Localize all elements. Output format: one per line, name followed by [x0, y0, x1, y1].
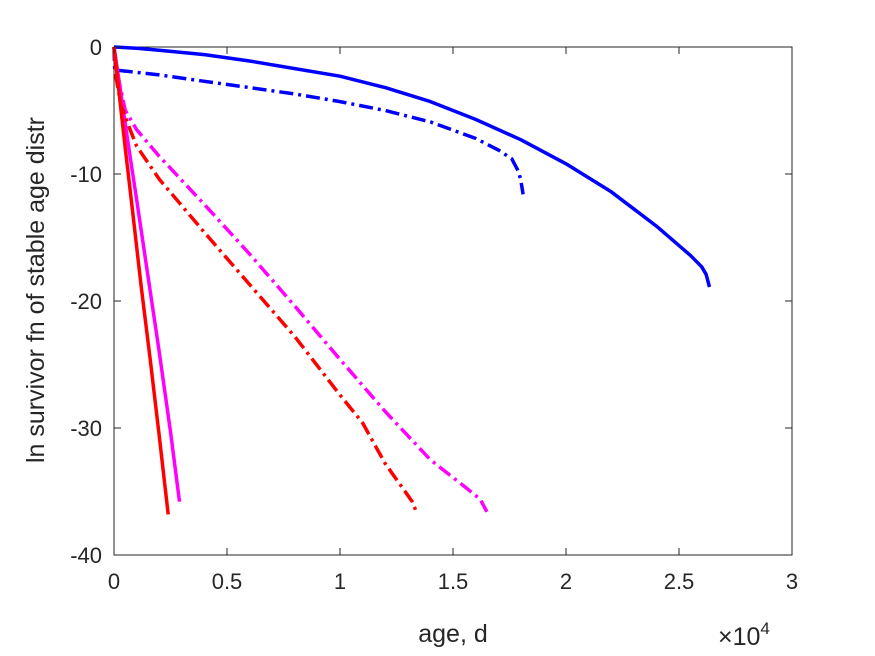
x-tick-label: 3	[786, 569, 798, 594]
y-tick-label: 0	[90, 35, 102, 60]
x-axis-exponent-base: ×10	[718, 623, 760, 651]
x-axis-exponent-power: 4	[760, 619, 769, 638]
plot-box	[114, 47, 792, 555]
y-axis-label: ln survivor fn of stable age distr	[22, 117, 50, 463]
x-tick-label: 2.5	[664, 569, 695, 594]
x-tick-label: 0.5	[212, 569, 243, 594]
y-tick-label: -40	[70, 543, 102, 568]
x-axis-label: age, d	[418, 620, 488, 648]
y-tick-label: -20	[70, 289, 102, 314]
x-tick-label: 1.5	[438, 569, 469, 594]
plot-area	[114, 47, 792, 555]
y-tick-label: -30	[70, 416, 102, 441]
y-tick-label: -10	[70, 162, 102, 187]
x-tick-label: 0	[108, 569, 120, 594]
x-tick-label: 1	[334, 569, 346, 594]
x-axis-exponent: ×104	[718, 619, 770, 651]
x-tick-label: 2	[560, 569, 572, 594]
